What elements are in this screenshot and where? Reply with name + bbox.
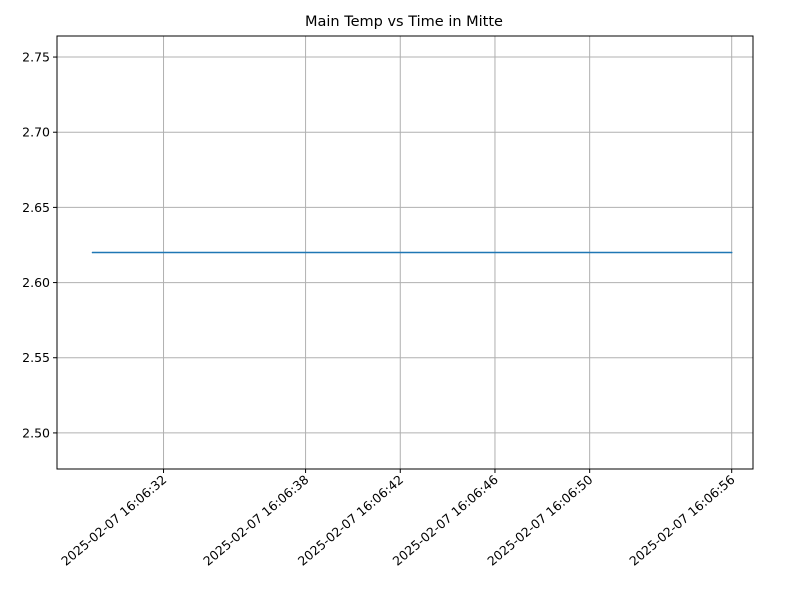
series-group [91,251,733,254]
x-tick-label: 2025-02-07 16:06:50 [484,472,595,569]
y-tick-label: 2.75 [22,50,50,65]
x-tick-label: 2025-02-07 16:06:56 [626,472,737,569]
y-axis: 2.50 2.55 2.60 2.65 2.70 2.75 [22,50,57,440]
y-tick-label: 2.70 [22,125,50,140]
plot-area-frame [56,35,754,470]
y-tick-label: 2.60 [22,275,50,290]
x-tick-label: 2025-02-07 16:06:46 [390,472,501,569]
y-tick-label: 2.55 [22,350,50,365]
x-tick-label: 2025-02-07 16:06:32 [58,472,169,569]
y-tick-label: 2.50 [22,425,50,440]
data-point [730,251,733,254]
x-tick-label: 2025-02-07 16:06:38 [200,472,311,569]
chart-title: Main Temp vs Time in Mitte [305,14,503,30]
y-tick-label: 2.65 [22,200,50,215]
grid-lines [57,36,753,469]
x-tick-label: 2025-02-07 16:06:42 [295,472,406,569]
x-axis: 2025-02-07 16:06:32 2025-02-07 16:06:3820… [58,469,738,569]
data-point [91,251,94,254]
